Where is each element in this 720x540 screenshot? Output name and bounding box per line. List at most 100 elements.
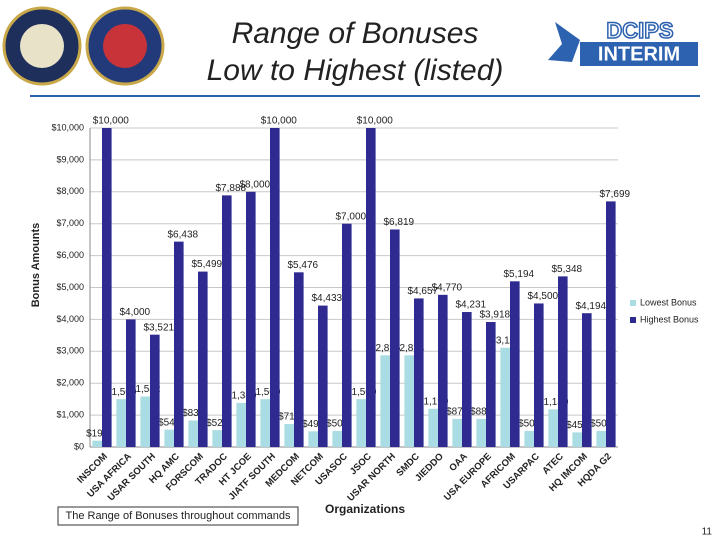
y-tick-label: $1,000	[56, 409, 84, 419]
data-label: $544	[158, 417, 181, 428]
bar	[596, 431, 606, 447]
bar	[270, 128, 280, 447]
bar	[188, 420, 198, 447]
x-axis-label: Organizations	[325, 502, 405, 516]
seal-army-center	[20, 24, 64, 68]
footnote: The Range of Bonuses throughout commands	[65, 510, 291, 522]
bar	[510, 281, 520, 447]
y-tick-label: $0	[74, 441, 84, 451]
bar	[126, 319, 136, 447]
bar	[174, 241, 184, 447]
bar	[332, 431, 342, 447]
y-tick-label: $2,000	[56, 378, 84, 388]
data-label: $5,499	[192, 259, 223, 270]
data-label: $3,112	[490, 335, 520, 346]
bar	[548, 409, 558, 447]
data-label: $879	[446, 407, 469, 418]
data-label: $4,000	[120, 307, 151, 318]
data-label: $7,000	[336, 211, 367, 222]
data-label: $4,433	[312, 293, 343, 304]
y-tick-label: $10,000	[51, 122, 84, 132]
data-label: $500	[326, 419, 349, 430]
bar	[414, 298, 424, 447]
bar	[356, 399, 366, 447]
data-label: $5,348	[552, 264, 583, 275]
data-label: $1,582	[130, 384, 161, 395]
data-label: $1,500	[106, 387, 137, 398]
data-label: $4,500	[528, 291, 559, 302]
data-label: $4,194	[576, 301, 607, 312]
bar	[534, 303, 544, 447]
data-label: $10,000	[357, 116, 394, 127]
y-axis-label: Bonus Amounts	[30, 223, 42, 308]
bar	[222, 195, 232, 447]
seal-af-center	[103, 24, 147, 68]
y-tick-label: $3,000	[56, 346, 84, 356]
data-label: $4,231	[456, 300, 487, 311]
data-label: $6,819	[384, 217, 415, 228]
seals	[2, 6, 165, 86]
data-label: $3,521	[144, 322, 175, 333]
data-label: $4,770	[432, 282, 463, 293]
data-label: $492	[302, 419, 325, 430]
y-tick-label: $8,000	[56, 186, 84, 196]
bar	[428, 408, 438, 447]
page-number: 11	[702, 527, 713, 538]
bar	[606, 201, 616, 447]
bar	[452, 418, 462, 447]
bar	[582, 313, 592, 447]
bar	[150, 334, 160, 447]
data-label: $4,657	[408, 286, 439, 297]
data-label: $830	[182, 408, 205, 419]
data-label: $1,180	[538, 397, 569, 408]
bar	[380, 355, 390, 447]
data-label: $500	[590, 419, 613, 430]
data-label: $10,000	[261, 116, 298, 127]
bar	[366, 128, 376, 447]
data-label: $6,438	[168, 229, 199, 240]
legend-swatch	[630, 317, 636, 323]
data-label: $1,199	[418, 396, 449, 407]
bar	[116, 399, 126, 447]
bar	[246, 191, 256, 447]
data-label: $719	[278, 412, 301, 423]
y-tick-label: $9,000	[56, 154, 84, 164]
bar	[198, 271, 208, 447]
legend-label: Highest Bonus	[640, 314, 699, 324]
data-label: $7,699	[600, 189, 631, 200]
bar	[342, 223, 352, 447]
bar	[212, 430, 222, 447]
legend-label: Lowest Bonus	[640, 297, 697, 307]
data-label: $5,476	[288, 260, 319, 271]
bar	[236, 402, 246, 447]
data-label: $7,888	[216, 183, 247, 194]
data-label: $2,874	[394, 343, 425, 354]
bar	[92, 440, 102, 447]
legend-swatch	[630, 300, 636, 306]
bar	[308, 431, 318, 447]
bar	[572, 432, 582, 447]
bar	[558, 276, 568, 447]
y-tick-label: $5,000	[56, 282, 84, 292]
bar	[500, 347, 510, 447]
subtitle: Low to Highest (listed)	[207, 54, 504, 87]
data-label: $458	[566, 420, 589, 431]
bar	[294, 272, 304, 447]
y-tick-label: $4,000	[56, 314, 84, 324]
logo-line1: DCIPS	[606, 18, 673, 43]
y-tick-label: $6,000	[56, 250, 84, 260]
bar	[462, 312, 472, 447]
logo-star	[548, 22, 580, 62]
data-label: $2,875	[370, 343, 401, 354]
data-label: $1,500	[250, 387, 281, 398]
logo-box	[580, 42, 698, 66]
bar	[260, 399, 270, 447]
data-label: $199	[86, 428, 109, 439]
data-label: $8,000	[240, 179, 271, 190]
logo-line2: INTERIM	[598, 43, 680, 65]
bar	[284, 424, 294, 447]
data-label: $880	[470, 407, 493, 418]
logo: DCIPS INTERIM	[548, 17, 698, 66]
data-label: $10,000	[93, 116, 130, 127]
